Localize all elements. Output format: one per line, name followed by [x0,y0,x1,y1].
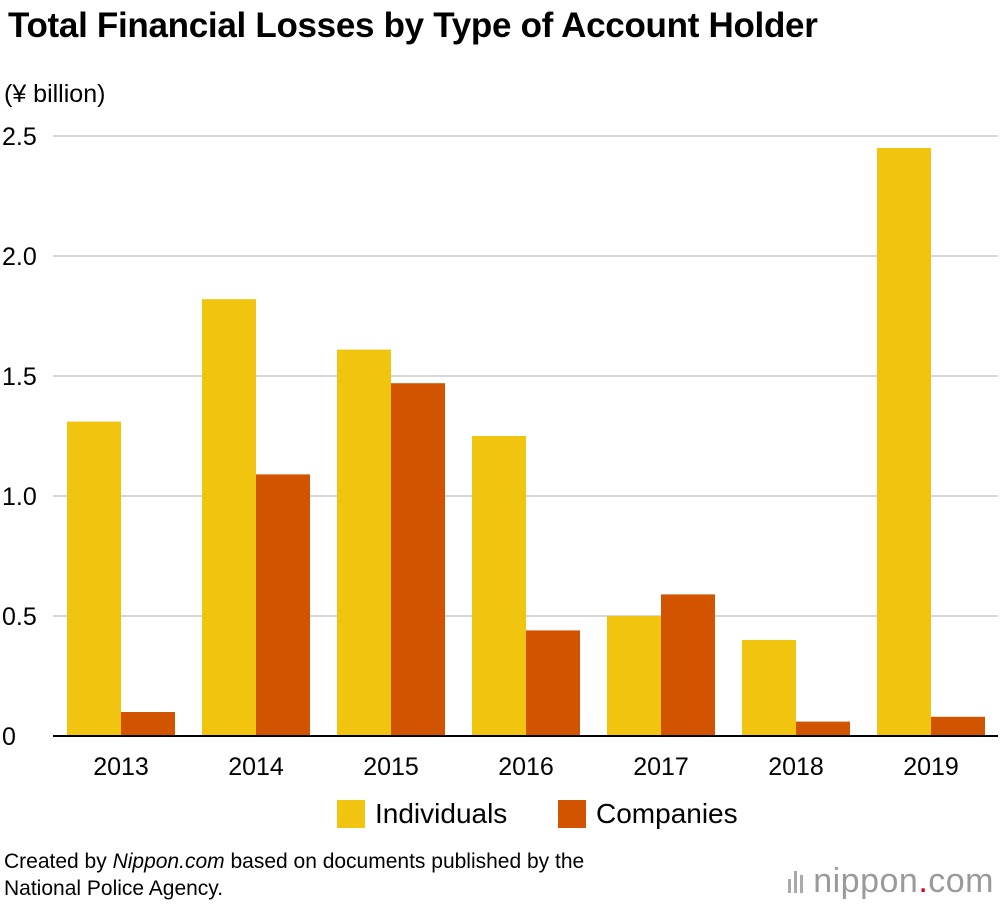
bar-companies-2013 [121,712,175,736]
bar-individuals-2017 [607,616,661,736]
chart-title: Total Financial Losses by Type of Accoun… [8,6,818,45]
bar-companies-2015 [391,383,445,736]
legend-item-companies: Companies [558,798,738,830]
y-axis-unit-label: (¥ billion) [4,80,106,108]
x-tick-label: 2018 [768,753,824,781]
y-tick-labels: 0 0.5 1.0 1.5 2.0 2.5 [2,123,37,751]
bar-individuals-2013 [67,421,121,736]
bar-companies-2018 [796,721,850,736]
source-name: Nippon.com [112,850,225,873]
brand-mark-icon [788,870,804,893]
x-tick-label: 2015 [363,753,419,781]
bar-individuals-2016 [472,436,526,736]
legend-label-individuals: Individuals [375,798,508,829]
x-tick-label: 2019 [903,753,959,781]
source-line2: National Police Agency. [4,877,224,900]
y-tick-label: 2.5 [2,123,37,151]
brand-tld: com [928,862,994,900]
y-tick-label: 2.0 [2,243,37,271]
bar-individuals-2014 [202,299,256,736]
bar-individuals-2019 [877,148,931,736]
legend-item-individuals: Individuals [337,798,507,830]
y-tick-label: 1.5 [2,363,37,391]
x-tick-label: 2014 [228,753,284,781]
bars [67,148,985,736]
bar-companies-2014 [256,474,310,736]
y-tick-label: 1.0 [2,483,37,511]
x-tick-label: 2016 [498,753,554,781]
legend-swatch-companies [558,800,586,828]
legend-swatch-individuals [337,800,365,828]
y-tick-label: 0 [2,723,16,751]
brand-dot: . [918,862,929,900]
source-suffix: based on documents published by the [224,850,585,873]
bar-companies-2019 [931,716,985,736]
source-prefix: Created by [4,850,113,873]
bar-chart: 00.51.01.52.02.5 2013 2014 2015 2016 2017 201… [2,123,998,781]
legend-label-companies: Companies [596,798,738,829]
legend: Individuals Companies [0,798,1000,834]
brand-name: nippon [813,862,919,900]
x-tick-labels: 2013 2014 2015 2016 2017 2018 2019 [93,753,959,781]
source-note: Created by Nippon.com based on documents… [4,848,584,902]
bar-individuals-2018 [742,640,796,736]
x-tick-label: 2017 [633,753,689,781]
bar-companies-2016 [526,630,580,736]
brand-logo: nippon. com [788,862,994,901]
bar-individuals-2015 [337,349,391,736]
bar-companies-2017 [661,594,715,736]
x-tick-label: 2013 [93,753,149,781]
y-tick-label: 0.5 [2,603,37,631]
